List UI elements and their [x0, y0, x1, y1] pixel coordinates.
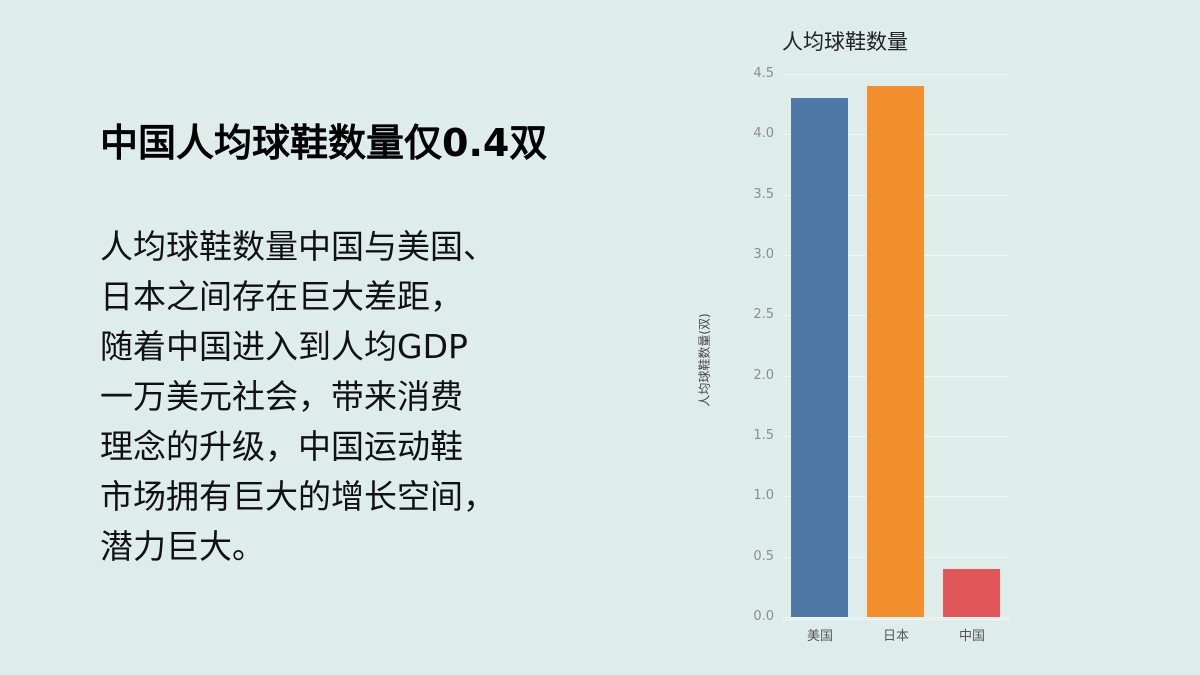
- bar[interactable]: [943, 568, 1000, 617]
- y-tick-label: 4.0: [753, 126, 774, 142]
- y-tick-label: 2.5: [753, 307, 774, 323]
- y-tick-label: 0.5: [753, 548, 774, 564]
- y-tick-label: 1.0: [753, 488, 774, 504]
- x-axis-line: [782, 619, 1010, 620]
- body-line: 一万美元社会，带来消费: [100, 377, 463, 416]
- y-tick-label: 1.5: [753, 428, 774, 443]
- body-line: 人均球鞋数量中国与美国、: [100, 227, 496, 266]
- gridline: [782, 74, 1010, 75]
- bar[interactable]: [867, 86, 924, 617]
- bar[interactable]: [791, 98, 848, 617]
- y-tick-label: 0.0: [753, 609, 774, 624]
- y-tick-label: 2.0: [753, 367, 774, 383]
- body-line: 理念的升级，中国运动鞋: [100, 427, 463, 466]
- body-line: 日本之间存在巨大差距，: [100, 277, 463, 316]
- body-line: 市场拥有巨大的增长空间，: [100, 477, 496, 516]
- slide-headline: 中国人均球鞋数量仅0.4双: [100, 121, 548, 165]
- body-line: 潜力巨大。: [100, 527, 265, 566]
- body-line: 随着中国进入到人均GDP: [100, 327, 468, 366]
- bar-chart: 人均球鞋数量 人均球鞋数量(双) 0.0 0.5 1.0 1.5 2.0 2.5 3.0 3.…: [698, 20, 1020, 660]
- plot-area: 0.0 0.5 1.0 1.5 2.0 2.5 3.0 3.5 4.0 4.5 美国 日本 中国: [753, 66, 1010, 644]
- x-tick-label: 中国: [958, 629, 985, 644]
- y-axis-label: 人均球鞋数量(双): [697, 313, 712, 407]
- y-tick-label: 3.5: [753, 186, 774, 202]
- slide-body-text: 人均球鞋数量中国与美国、 日本之间存在巨大差距， 随着中国进入到人均GDP 一万…: [100, 222, 590, 572]
- x-tick-label: 日本: [882, 629, 909, 644]
- y-tick-label: 3.0: [753, 247, 774, 262]
- y-tick-label: 4.5: [753, 66, 774, 81]
- x-tick-label: 美国: [806, 629, 833, 644]
- chart-title: 人均球鞋数量: [782, 30, 908, 54]
- gridline: [782, 617, 1010, 618]
